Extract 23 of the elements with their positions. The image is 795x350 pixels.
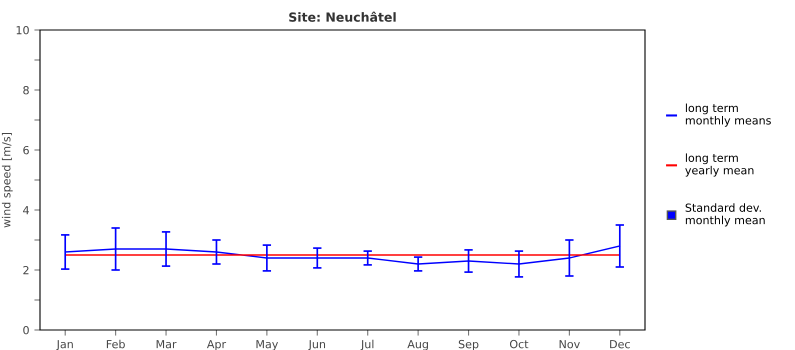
y-axis-title: wind speed [m/s] bbox=[2, 132, 13, 228]
x-tick-label: Oct bbox=[510, 340, 528, 348]
x-tick-label: Jun bbox=[308, 340, 326, 350]
x-tick-label: Nov bbox=[560, 340, 580, 348]
y-tick-label: 4 bbox=[23, 206, 29, 214]
x-tick-label: Jul bbox=[360, 340, 374, 350]
x-tick-label: Jan bbox=[56, 340, 73, 350]
x-tick-label: Mar bbox=[156, 340, 177, 348]
x-tick-label: May bbox=[256, 340, 278, 350]
text: Standard dev. monthly mean bbox=[686, 203, 765, 226]
y-tick-label: 8 bbox=[23, 86, 29, 94]
y-tick-label: 2 bbox=[23, 266, 28, 274]
chart-title: Site: Neuchâtel bbox=[289, 12, 396, 22]
y-tick-label: 6 bbox=[23, 146, 29, 154]
x-tick-label: Aug bbox=[407, 340, 428, 350]
y-tick-label: 0 bbox=[23, 326, 29, 334]
legend-label: long term monthly means bbox=[686, 104, 771, 127]
x-tick-label: Dec bbox=[610, 340, 630, 348]
x-tick-label: Feb bbox=[106, 340, 125, 348]
legend-label: long term yearly mean bbox=[685, 153, 754, 177]
x-tick-label: Apr bbox=[206, 340, 226, 350]
x-tick-label: Sep bbox=[458, 340, 478, 350]
y-tick-label: 10 bbox=[16, 26, 29, 34]
